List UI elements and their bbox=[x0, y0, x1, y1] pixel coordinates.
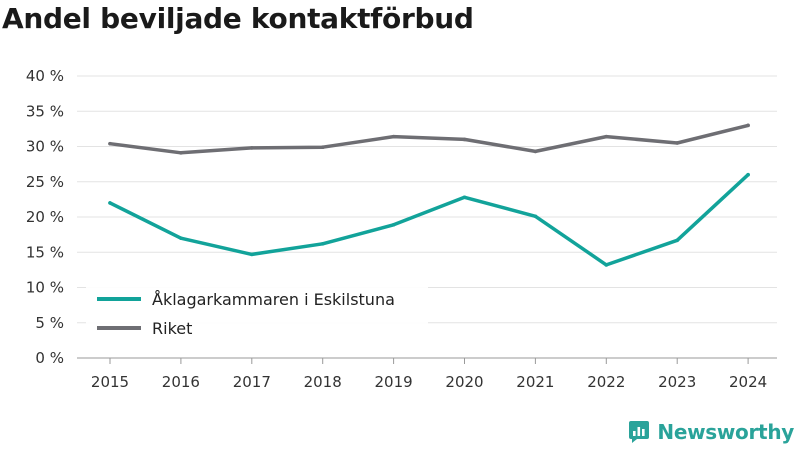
y-tick-label: 25 % bbox=[26, 173, 64, 191]
data-point bbox=[320, 145, 325, 150]
data-point bbox=[250, 252, 254, 257]
data-point bbox=[179, 151, 183, 155]
y-tick-label: 35 % bbox=[26, 102, 64, 120]
legend-label: Åklagarkammaren i Eskilstuna bbox=[152, 290, 395, 309]
chart-title: Andel beviljade kontaktförbud bbox=[2, 2, 474, 35]
data-point bbox=[533, 149, 538, 154]
data-point bbox=[250, 146, 254, 150]
x-tick-label: 2015 bbox=[91, 373, 129, 391]
data-point bbox=[391, 134, 396, 139]
data-point bbox=[675, 141, 679, 145]
x-axis-ticks: 2015 2016 2017 2018 2019 2020 2021 2022 2023 2024 bbox=[91, 358, 767, 391]
x-tick-label: 2024 bbox=[729, 373, 767, 391]
y-axis-ticks: 0 % 5 % 10 % 15 % 20 % 25 % 30 % 35 % 40 % bbox=[26, 67, 64, 367]
data-point bbox=[462, 195, 467, 200]
series-line-0 bbox=[108, 172, 750, 267]
data-point bbox=[108, 201, 112, 205]
legend: Åklagarkammaren i Eskilstuna Riket bbox=[86, 278, 428, 342]
data-point bbox=[746, 172, 750, 177]
y-tick-label: 0 % bbox=[35, 349, 64, 367]
data-point bbox=[746, 123, 750, 128]
y-tick-label: 15 % bbox=[26, 243, 64, 261]
x-tick-label: 2023 bbox=[658, 373, 696, 391]
data-point bbox=[462, 137, 467, 142]
x-tick-label: 2016 bbox=[162, 373, 200, 391]
legend-label: Riket bbox=[152, 319, 192, 338]
y-tick-label: 30 % bbox=[26, 138, 64, 156]
x-tick-label: 2019 bbox=[375, 373, 413, 391]
data-point bbox=[108, 141, 112, 146]
y-tick-label: 20 % bbox=[26, 208, 64, 226]
series-lines bbox=[108, 123, 750, 267]
data-point bbox=[320, 241, 325, 246]
y-tick-label: 5 % bbox=[35, 314, 64, 332]
data-point bbox=[675, 238, 679, 243]
data-point bbox=[533, 214, 538, 219]
x-tick-label: 2021 bbox=[516, 373, 554, 391]
data-point bbox=[604, 263, 609, 267]
brand-name: Newsworthy bbox=[657, 420, 794, 444]
legend-background bbox=[86, 278, 428, 342]
data-point bbox=[179, 236, 183, 240]
x-tick-label: 2018 bbox=[304, 373, 342, 391]
brand-logo: Newsworthy bbox=[628, 420, 794, 444]
y-tick-label: 10 % bbox=[26, 279, 64, 297]
data-point bbox=[391, 222, 396, 227]
y-tick-label: 40 % bbox=[26, 67, 64, 85]
data-point bbox=[604, 134, 609, 139]
x-tick-label: 2017 bbox=[233, 373, 271, 391]
x-tick-label: 2020 bbox=[445, 373, 483, 391]
x-tick-label: 2022 bbox=[587, 373, 625, 391]
series-line-1 bbox=[108, 123, 750, 155]
newsworthy-logo-icon bbox=[629, 421, 650, 443]
